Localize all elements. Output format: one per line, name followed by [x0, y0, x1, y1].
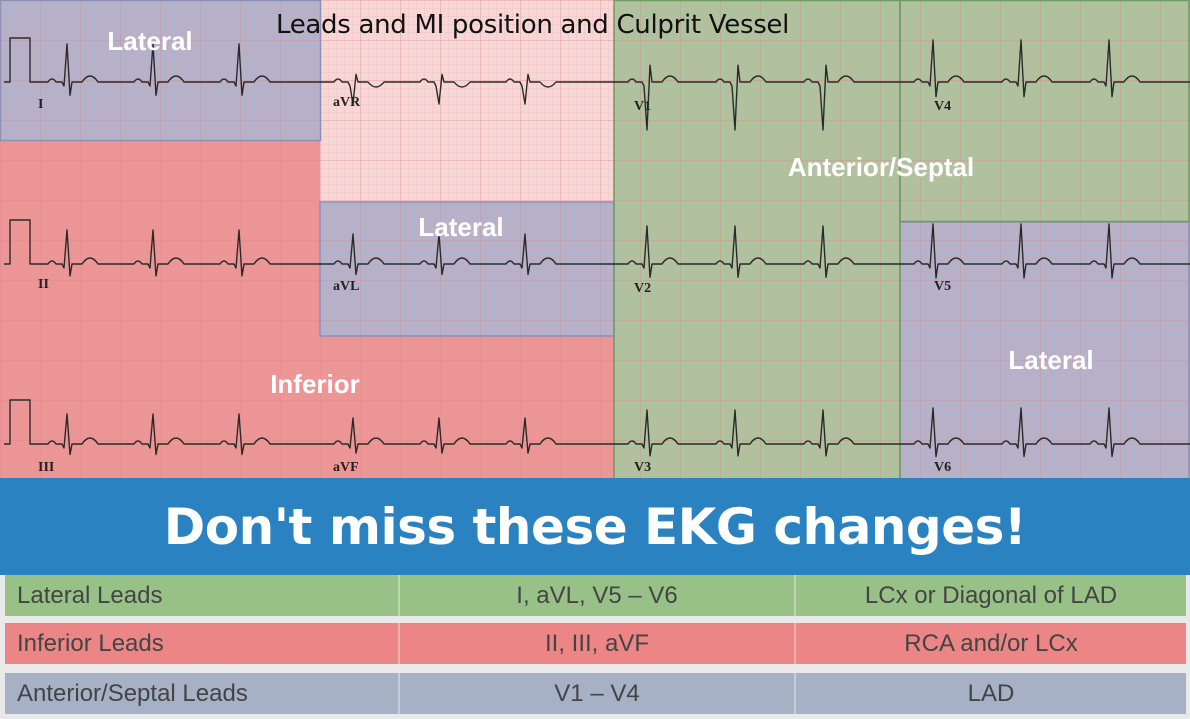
table-row-inferior: Inferior Leads II, III, aVF RCA and/or L… — [5, 623, 1186, 664]
lead-label-v1: V1 — [634, 99, 651, 114]
lead-label-v5: V5 — [934, 279, 951, 294]
ekg-traces — [4, 37, 1190, 458]
table-cell-leads: I, aVL, V5 – V6 — [400, 575, 796, 616]
table-cell-region: Anterior/Septal Leads — [5, 673, 400, 714]
region-label-inferior: Inferior — [270, 369, 360, 399]
ekg-diagram: I aVR V1 V4 II aVL V2 V5 III aVF V3 V6 L… — [0, 0, 1190, 480]
lead-label-iii: III — [38, 460, 54, 475]
table-cell-vessel: RCA and/or LCx — [904, 629, 1078, 657]
table-cell-region: Inferior Leads — [5, 623, 400, 664]
lead-label-avf: aVF — [333, 460, 359, 475]
region-label-lateral-top: Lateral — [107, 26, 192, 56]
ekg-grid — [0, 0, 1190, 480]
trace-row-1 — [4, 37, 1190, 131]
lead-label-i: I — [38, 97, 43, 112]
table-cell-vessel: LAD — [967, 679, 1015, 707]
lead-label-v3: V3 — [634, 460, 651, 475]
lead-label-v4: V4 — [934, 99, 951, 114]
table-cell-leads: V1 – V4 — [400, 673, 796, 714]
headline-banner: Don't miss these EKG changes! — [0, 478, 1190, 575]
culprit-vessel-table: Lateral Leads I, aVL, V5 – V6 LCx or Dia… — [0, 575, 1190, 719]
trace-row-3 — [4, 399, 1190, 458]
table-cell-leads: II, III, aVF — [400, 623, 796, 664]
trace-row-2 — [4, 219, 1190, 279]
lead-label-ii: II — [38, 277, 49, 292]
table-cell-vessel: LCx or Diagonal of LAD — [864, 581, 1118, 609]
region-label-anterior-septal: Anterior/Septal — [788, 152, 974, 182]
region-label-lateral-mid: Lateral — [418, 212, 503, 242]
table-cell-region: Lateral Leads — [5, 575, 400, 616]
lead-label-avr: aVR — [333, 95, 361, 110]
lead-label-v2: V2 — [634, 281, 651, 296]
lead-label-avl: aVL — [333, 279, 359, 294]
headline-text: Don't miss these EKG changes! — [163, 497, 1027, 556]
region-label-lateral-right: Lateral — [1008, 345, 1093, 375]
page-title: Leads and MI position and Culprit Vessel — [276, 10, 790, 40]
lead-label-v6: V6 — [934, 460, 951, 475]
table-row-anterior-septal: Anterior/Septal Leads V1 – V4 LAD — [5, 673, 1186, 714]
table-row-lateral: Lateral Leads I, aVL, V5 – V6 LCx or Dia… — [5, 575, 1186, 616]
